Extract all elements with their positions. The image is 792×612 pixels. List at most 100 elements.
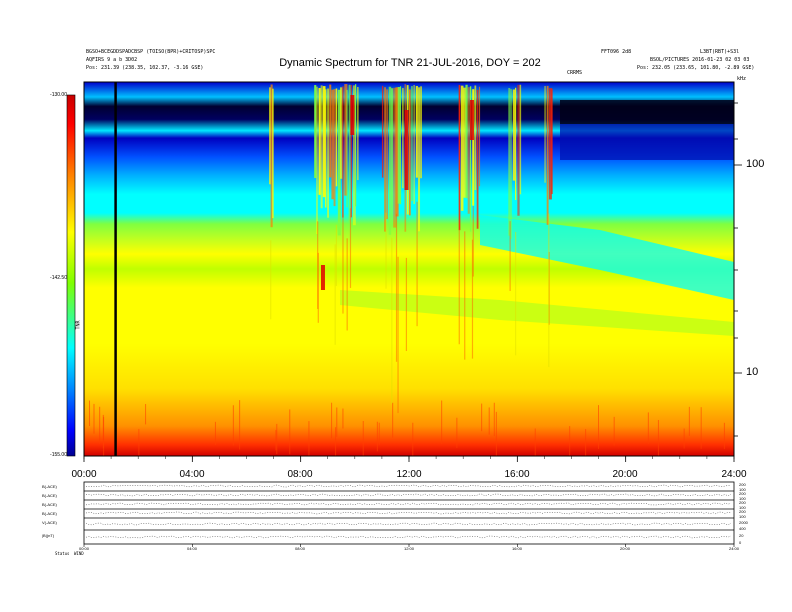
low-freq-spike	[93, 403, 95, 434]
low-freq-spike	[723, 422, 725, 450]
burst-tail	[334, 244, 336, 345]
burst-streak	[322, 86, 326, 198]
panel-right-label: 400	[739, 526, 746, 531]
low-freq-spike	[441, 400, 443, 445]
burst-streak	[381, 85, 384, 178]
low-freq-spike	[308, 421, 310, 456]
burst-streak	[474, 85, 477, 191]
panel-time-label: 24:00	[728, 546, 739, 551]
burst-tail	[515, 231, 517, 356]
burst-streak	[320, 85, 323, 209]
burst-streak	[384, 87, 387, 232]
burst-streak	[350, 84, 352, 218]
panel-right-label: 100	[739, 505, 746, 510]
burst-streak	[413, 84, 415, 205]
burst-streak	[460, 85, 464, 211]
panel-right-label: 100	[739, 487, 746, 492]
burst-streak	[390, 88, 394, 226]
burst-streak	[463, 87, 467, 198]
panel-time-ticks	[83, 544, 735, 547]
low-freq-spike	[534, 428, 536, 456]
freq-axis-ticks	[734, 102, 742, 437]
burst-streak	[333, 89, 336, 207]
low-freq-spike	[89, 400, 91, 427]
burst-streak	[386, 89, 388, 220]
right-blue-band	[560, 124, 734, 160]
time-tick-label: 00:00	[71, 469, 97, 480]
burst-tail	[270, 240, 272, 320]
burst-tail	[346, 238, 348, 331]
low-freq-spike	[647, 412, 649, 444]
panel-left-label: B(-ACE)	[42, 484, 57, 489]
colorbar-mid-label: -142.50	[50, 275, 67, 281]
burst-streak	[324, 89, 327, 208]
burst-tail	[335, 224, 337, 286]
header-left-line3: Pos: 231.39 (238.35, 102.37, -3.16 GSE)	[86, 65, 204, 71]
low-freq-spike	[331, 402, 333, 439]
burst-streak	[458, 84, 461, 231]
burst-streak	[355, 84, 357, 207]
burst-streak	[476, 89, 479, 229]
burst-streak	[344, 84, 348, 196]
burst-tail	[395, 213, 398, 362]
low-freq-spike	[392, 402, 394, 438]
burst-streak	[329, 84, 332, 178]
colorbar-top-label: -130.00	[50, 92, 67, 98]
low-freq-spike	[335, 427, 337, 456]
low-freq-spike	[276, 423, 278, 455]
time-tick-label: 04:00	[179, 469, 205, 480]
wind-label: WIND	[74, 551, 84, 556]
burst-streak	[418, 87, 421, 232]
panel-left-label: B(-ACE)	[42, 493, 57, 498]
burst-streak	[342, 86, 344, 218]
header-left-line1: BGSO+BCEGDDSPADCBSP (TOISO(BPR)+CRITOSP)…	[86, 49, 216, 55]
colorbar-bottom-label: -155.00	[50, 452, 67, 458]
burst-tail	[548, 213, 550, 368]
burst-tail	[397, 256, 399, 414]
panel-time-label: 12:00	[403, 546, 414, 551]
burst-streak	[544, 85, 546, 183]
burst-tail	[405, 257, 408, 352]
burst-tail	[471, 239, 474, 359]
panel-time-label: 16:00	[511, 546, 522, 551]
burst-streak	[411, 86, 413, 202]
panel-left-label: B(-ACE)	[42, 502, 57, 507]
time-tick-label: 12:00	[396, 469, 422, 480]
burst-streak	[467, 87, 470, 214]
time-tick-label: 24:00	[721, 469, 747, 480]
burst-tail	[464, 231, 466, 360]
burst-streak	[318, 88, 321, 195]
burst-streak	[548, 88, 552, 200]
freq-label-100: 100	[746, 158, 765, 170]
low-freq-spike	[362, 421, 364, 456]
burst-tail	[472, 205, 474, 277]
burst-streak	[465, 84, 468, 199]
time-tick-label: 08:00	[287, 469, 313, 480]
low-freq-spike	[232, 405, 234, 446]
burst-tail	[342, 205, 344, 314]
header-right-line2: BSOL/PICTURES 2016-01-23 02 03 03	[650, 57, 750, 63]
panel-right-label: 100	[739, 496, 746, 501]
burst-streak	[331, 89, 334, 200]
burst-streak	[397, 87, 401, 204]
burst-streak	[393, 87, 397, 228]
low-freq-spike	[613, 416, 615, 446]
burst-streak	[512, 89, 516, 181]
time-axis-ticks	[83, 456, 735, 462]
corner-label: kHz	[737, 76, 747, 82]
chart-title: Dynamic Spectrum for TNR 21-JUL-2016, DO…	[279, 57, 541, 69]
low-freq-spike	[103, 416, 105, 456]
burst-streak	[420, 86, 422, 179]
low-freq-spike	[336, 407, 338, 437]
low-freq-spike	[493, 402, 495, 437]
burst-core	[404, 110, 409, 190]
panel-right-label: 100	[739, 514, 746, 519]
burst-streak	[270, 84, 273, 228]
marker-label: CRRMS	[567, 70, 583, 76]
low-freq-spike	[700, 407, 702, 449]
burst-streak	[546, 85, 549, 225]
green-band-right	[340, 290, 734, 336]
colorbar	[66, 94, 76, 457]
cyan-region-right	[480, 215, 734, 300]
